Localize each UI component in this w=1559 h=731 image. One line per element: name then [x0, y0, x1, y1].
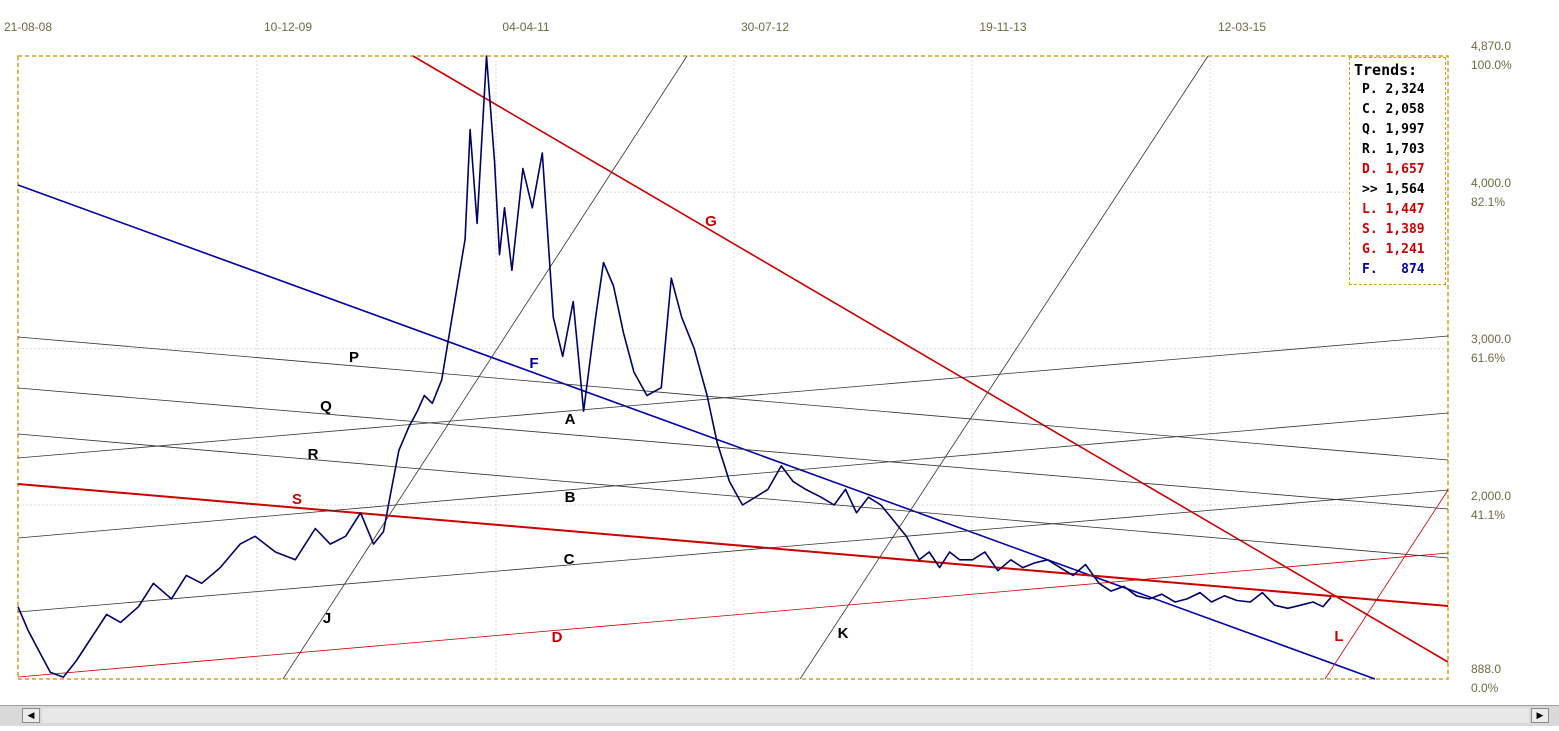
legend-entry-key: L.: [1362, 202, 1386, 217]
trend-label-b: B: [565, 489, 576, 506]
legend-entry: >> 1,564: [1354, 180, 1441, 200]
y-tick-percent: 82.1%: [1471, 195, 1505, 209]
y-tick-percent: 0.0%: [1471, 681, 1499, 695]
legend-entry: D. 1,657: [1354, 160, 1441, 180]
trend-label-f: F: [529, 355, 538, 372]
trend-line-s: [17, 483, 1449, 607]
legend-entry-value: 1,997: [1385, 122, 1425, 137]
trend-label-j: J: [323, 610, 331, 627]
trend-label-a: A: [565, 411, 576, 428]
legend-entry: Q. 1,997: [1354, 120, 1441, 140]
trend-line-a: [17, 335, 1449, 459]
x-tick-label: 30-07-12: [741, 20, 789, 34]
y-tick-percent: 41.1%: [1471, 508, 1505, 522]
legend-entry-value: 1,703: [1385, 142, 1425, 157]
plot-frame: [17, 55, 1449, 680]
trend-line-c: [17, 489, 1449, 613]
x-tick-labels: 21-08-08 10-12-09 04-04-11 30-07-12 19-11-13…: [4, 20, 1266, 34]
grid-lines: [17, 56, 1449, 679]
legend-entry-key: G.: [1362, 242, 1386, 257]
legend-entry-value: 1,389: [1385, 222, 1425, 237]
trend-label-g: G: [705, 213, 717, 230]
y-tick-value: 4,000.0: [1471, 176, 1511, 190]
legend-entry-key: Q.: [1362, 122, 1386, 137]
legend-entry-value: 1,657: [1385, 162, 1425, 177]
legend-entries: P. 2,324 C. 2,058 Q. 1,997 R. 1,703 D. 1,657…: [1354, 80, 1441, 280]
legend-entry: R. 1,703: [1354, 140, 1441, 160]
trend-line-l: [1324, 489, 1449, 680]
legend-entry-key: >>: [1362, 182, 1386, 197]
trend-line-p: [17, 336, 1449, 461]
y-tick-labels: 4,870.0 100.0% 4,000.0 82.1% 3,000.0 61.6% 2,0…: [1471, 39, 1512, 695]
trend-label-c: C: [564, 551, 575, 568]
trend-label-r: R: [308, 446, 319, 463]
legend-entry: P. 2,324: [1354, 80, 1441, 100]
chart-canvas: 21-08-08 10-12-09 04-04-11 30-07-12 19-11-13…: [4, 20, 1512, 695]
trend-line-d: [17, 552, 1449, 678]
trend-line-g: [412, 55, 1449, 663]
y-tick-percent: 61.6%: [1471, 351, 1505, 365]
legend-entry-key: D.: [1362, 162, 1386, 177]
y-tick-value: 888.0: [1471, 662, 1501, 676]
legend-entry-key: P.: [1362, 82, 1386, 97]
trend-line-b: [17, 412, 1449, 539]
x-tick-label: 21-08-08: [4, 20, 52, 34]
legend-title: Trends:: [1354, 61, 1418, 79]
y-tick-value: 3,000.0: [1471, 332, 1511, 346]
legend-entry-key: C.: [1362, 102, 1386, 117]
trend-label-d: D: [552, 629, 563, 646]
x-tick-label: 12-03-15: [1218, 20, 1266, 34]
trend-line-j: [282, 55, 688, 680]
trend-label-l: L: [1334, 628, 1343, 645]
y-tick-value: 2,000.0: [1471, 489, 1511, 503]
legend-entry-value: 2,058: [1385, 102, 1425, 117]
trend-label-p: P: [349, 349, 359, 366]
trend-label-s: S: [292, 491, 302, 508]
legend-entry: F. 874: [1354, 260, 1441, 280]
legend-entry: S. 1,389: [1354, 220, 1441, 240]
scrollbar-track[interactable]: [42, 708, 1529, 723]
x-tick-label: 19-11-13: [979, 20, 1026, 34]
legend-entry-key: R.: [1362, 142, 1386, 157]
legend-entry: L. 1,447: [1354, 200, 1441, 220]
x-tick-label: 10-12-09: [264, 20, 312, 34]
scroll-right-arrow-icon[interactable]: ▶: [1531, 708, 1549, 723]
x-tick-label: 04-04-11: [502, 20, 549, 34]
legend-entry-key: F.: [1362, 262, 1386, 277]
price-series-line: [17, 55, 1332, 678]
trend-label-k: K: [838, 625, 849, 642]
y-tick-value: 4,870.0: [1471, 39, 1511, 53]
trend-lines: [17, 55, 1449, 680]
legend-entry-value: 1,564: [1385, 182, 1425, 197]
y-tick-percent: 100.0%: [1471, 58, 1512, 72]
legend-entry-value: 1,241: [1385, 242, 1425, 257]
trend-line-q: [17, 387, 1449, 510]
legend-entry-value: 1,447: [1385, 202, 1425, 217]
legend-entry-key: S.: [1362, 222, 1386, 237]
trend-line-r: [17, 433, 1449, 559]
trend-line-labels: G F P Q R S A B C D J K L: [292, 213, 1344, 646]
scroll-left-arrow-icon[interactable]: ◀: [22, 708, 40, 723]
legend-entry: G. 1,241: [1354, 240, 1441, 260]
legend-entry-value: 874: [1385, 262, 1425, 277]
trends-legend: Trends: P. 2,324 C. 2,058 Q. 1,997 R. 1,703…: [1349, 57, 1446, 285]
trend-line-f: [17, 184, 1376, 680]
horizontal-scrollbar[interactable]: ◀ ▶: [0, 705, 1559, 726]
trend-line-k: [799, 55, 1209, 680]
legend-entry-value: 2,324: [1385, 82, 1425, 97]
trend-label-q: Q: [320, 398, 332, 415]
legend-entry: C. 2,058: [1354, 100, 1441, 120]
